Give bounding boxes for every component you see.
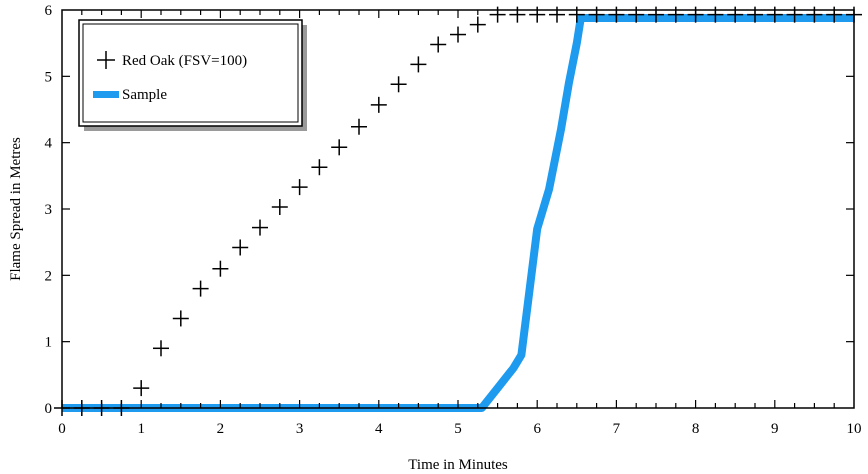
x-axis-title: Time in Minutes xyxy=(408,457,508,473)
y-tick-label: 6 xyxy=(45,3,53,19)
red-oak-point xyxy=(271,199,288,216)
red-oak-point xyxy=(410,56,427,73)
red-oak-point xyxy=(370,96,387,113)
red-oak-point xyxy=(291,179,308,196)
legend-box xyxy=(78,19,303,127)
y-tick-label: 0 xyxy=(45,401,53,417)
red-oak-point xyxy=(212,260,229,277)
red-oak-point xyxy=(469,16,486,33)
red-oak-point xyxy=(232,239,249,256)
x-tick-label: 1 xyxy=(137,421,145,437)
x-tick-label: 5 xyxy=(454,421,462,437)
legend: Red Oak (FSV=100) Sample xyxy=(78,19,307,131)
red-oak-point xyxy=(153,340,169,357)
x-tick-label: 7 xyxy=(613,421,621,437)
red-oak-point xyxy=(351,118,367,135)
red-oak-point xyxy=(133,380,150,397)
x-tick-label: 10 xyxy=(847,421,862,437)
y-tick-label: 1 xyxy=(45,335,53,351)
x-tick-label: 8 xyxy=(692,421,700,437)
legend-entry-sample: Sample xyxy=(122,87,167,103)
y-axis-title: Flame Spread in Metres xyxy=(8,137,24,281)
tick-marks xyxy=(62,10,854,408)
legend-entry-red-oak: Red Oak (FSV=100) xyxy=(122,53,247,69)
y-axis-tick-labels: 0 1 2 3 4 5 6 xyxy=(45,3,53,417)
red-oak-point xyxy=(450,26,466,43)
red-oak-point xyxy=(390,76,407,93)
y-tick-label: 5 xyxy=(45,69,53,85)
y-tick-label: 3 xyxy=(45,202,53,218)
x-axis-tick-labels: 0 1 2 3 4 5 6 7 8 9 10 xyxy=(58,421,861,437)
red-oak-point xyxy=(311,159,328,176)
legend-line-swatch xyxy=(93,91,119,98)
red-oak-point xyxy=(252,219,268,236)
x-tick-label: 9 xyxy=(771,421,779,437)
y-tick-label: 2 xyxy=(45,268,53,284)
x-tick-label: 4 xyxy=(375,421,383,437)
legend-plus-marker xyxy=(97,51,115,69)
red-oak-point xyxy=(172,310,189,327)
red-oak-point xyxy=(192,280,209,297)
x-tick-label: 2 xyxy=(217,421,225,437)
red-oak-point xyxy=(430,36,447,53)
x-tick-label: 0 xyxy=(58,421,66,437)
legend-inner-border xyxy=(82,23,299,123)
sample-series-line xyxy=(62,14,854,412)
y-tick-label: 4 xyxy=(45,136,53,152)
x-tick-label: 6 xyxy=(533,421,541,437)
x-tick-label: 3 xyxy=(296,421,304,437)
red-oak-point xyxy=(331,139,348,156)
